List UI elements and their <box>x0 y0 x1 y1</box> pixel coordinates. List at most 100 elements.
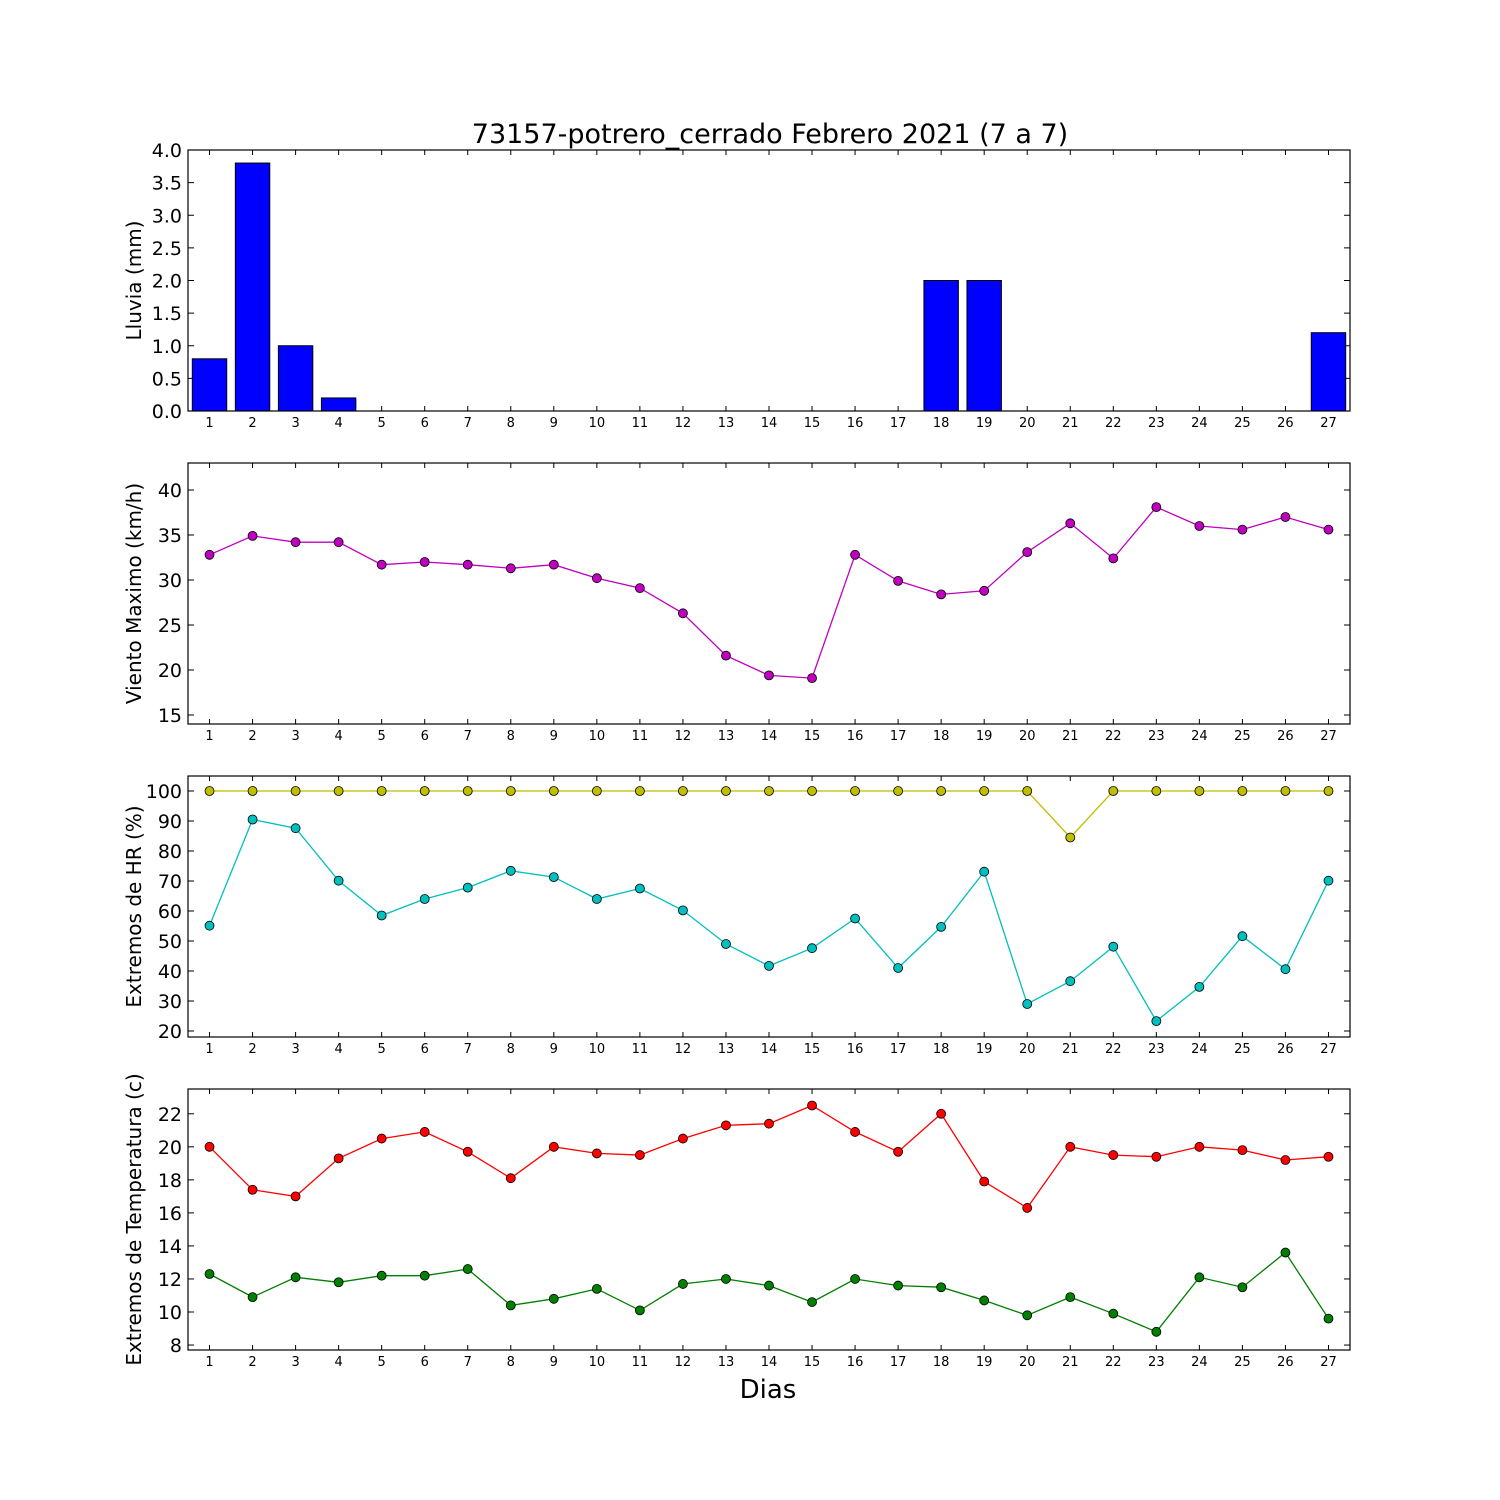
x-tick-label: 15 <box>804 729 821 744</box>
y-tick-label: 14 <box>158 1236 182 1258</box>
x-tick-label: 1 <box>205 416 213 431</box>
x-tick-label: 7 <box>464 729 472 744</box>
data-point <box>936 786 947 796</box>
x-tick-label: 8 <box>507 416 515 431</box>
data-point <box>1151 1326 1162 1337</box>
x-tick-label: 5 <box>378 416 386 431</box>
x-tick-label: 6 <box>421 729 429 744</box>
x-tick-label: 6 <box>421 1355 429 1370</box>
y-tick-label: 16 <box>158 1203 182 1225</box>
y-tick-label: 20 <box>158 660 182 682</box>
data-point <box>1108 786 1119 796</box>
data-point <box>634 786 645 796</box>
data-point <box>1237 931 1248 942</box>
x-tick-label: 12 <box>675 729 692 744</box>
data-point <box>764 1280 774 1291</box>
y-tick-label: 1.0 <box>152 336 182 358</box>
data-point <box>1194 1272 1205 1283</box>
x-tick-label: 10 <box>589 1355 606 1370</box>
x-tick-label: 19 <box>976 1355 993 1370</box>
x-tick-label: 5 <box>378 1042 386 1057</box>
bar <box>966 280 1002 412</box>
x-tick-label: 27 <box>1320 1042 1337 1057</box>
x-tick-label: 2 <box>248 1355 256 1370</box>
x-tick-label: 13 <box>718 416 735 431</box>
data-point <box>1022 1310 1033 1321</box>
data-point <box>290 537 301 548</box>
data-point <box>893 1280 904 1291</box>
x-tick-label: 11 <box>632 729 649 744</box>
data-point <box>678 1133 688 1144</box>
data-point <box>419 1270 430 1281</box>
data-point <box>1151 502 1162 513</box>
data-point <box>1323 875 1334 886</box>
data-point <box>1280 1247 1291 1258</box>
data-point <box>1065 1141 1076 1152</box>
y-tick-label: 30 <box>158 570 182 592</box>
axes-frame <box>187 775 1351 1038</box>
x-tick-label: 11 <box>632 1042 649 1057</box>
data-point <box>247 1292 258 1303</box>
x-tick-label: 7 <box>464 416 472 431</box>
x-tick-label: 7 <box>464 1042 472 1057</box>
x-tick-label: 22 <box>1105 1042 1122 1057</box>
y-tick-label: 50 <box>158 931 182 953</box>
x-tick-label: 17 <box>890 1042 907 1057</box>
x-tick-label: 24 <box>1191 1355 1208 1370</box>
data-point <box>548 786 559 796</box>
x-tick-label: 20 <box>1019 729 1036 744</box>
data-point <box>634 1305 645 1316</box>
data-point <box>1323 1151 1334 1162</box>
data-point <box>1065 832 1076 843</box>
data-point <box>419 1127 430 1137</box>
x-tick-label: 12 <box>675 1355 692 1370</box>
x-tick-label: 26 <box>1277 1355 1294 1370</box>
data-point <box>1237 786 1248 796</box>
x-tick-label: 18 <box>933 1355 950 1370</box>
x-tick-label: 19 <box>976 729 993 744</box>
y-tick-label: 0.0 <box>152 401 182 423</box>
x-tick-label: 27 <box>1320 729 1337 744</box>
data-point <box>721 650 731 661</box>
x-tick-label: 16 <box>847 1042 864 1057</box>
data-point <box>1237 1282 1248 1293</box>
x-tick-label: 14 <box>761 729 778 744</box>
x-tick-label: 4 <box>334 1042 342 1057</box>
x-tick-label: 3 <box>291 729 299 744</box>
data-point <box>1194 1141 1205 1152</box>
data-point <box>721 1120 731 1131</box>
data-point <box>979 786 990 796</box>
y-tick-label: 12 <box>158 1269 182 1291</box>
x-tick-label: 17 <box>890 1355 907 1370</box>
x-tick-label: 16 <box>847 416 864 431</box>
data-point <box>893 576 904 586</box>
x-tick-label: 9 <box>550 729 558 744</box>
data-point <box>634 883 645 894</box>
data-point <box>290 1191 301 1202</box>
x-tick-label: 27 <box>1320 1355 1337 1370</box>
x-axis-label: Dias <box>740 1375 797 1405</box>
data-point <box>548 1293 559 1304</box>
y-tick-label: 40 <box>158 961 182 983</box>
data-point <box>505 865 516 876</box>
data-point <box>1280 1155 1291 1165</box>
x-tick-label: 9 <box>550 416 558 431</box>
data-point <box>591 786 602 796</box>
subplot-1: 0.00.51.01.52.02.53.03.54.01 2 3 4 5 6 7 8 9 10 11… <box>122 140 1351 431</box>
data-point <box>333 875 344 886</box>
data-point <box>634 1150 645 1160</box>
data-point <box>1108 553 1119 564</box>
x-tick-label: 10 <box>589 416 606 431</box>
x-tick-label: 27 <box>1320 416 1337 431</box>
data-point <box>376 1133 387 1144</box>
bar <box>923 280 959 412</box>
y-tick-label: 35 <box>158 525 182 547</box>
data-point <box>721 939 731 949</box>
bar <box>277 345 314 412</box>
x-tick-label: 5 <box>378 729 386 744</box>
y-tick-label: 100 <box>146 781 182 803</box>
x-tick-label: 7 <box>464 1355 472 1370</box>
data-point <box>333 1153 344 1164</box>
